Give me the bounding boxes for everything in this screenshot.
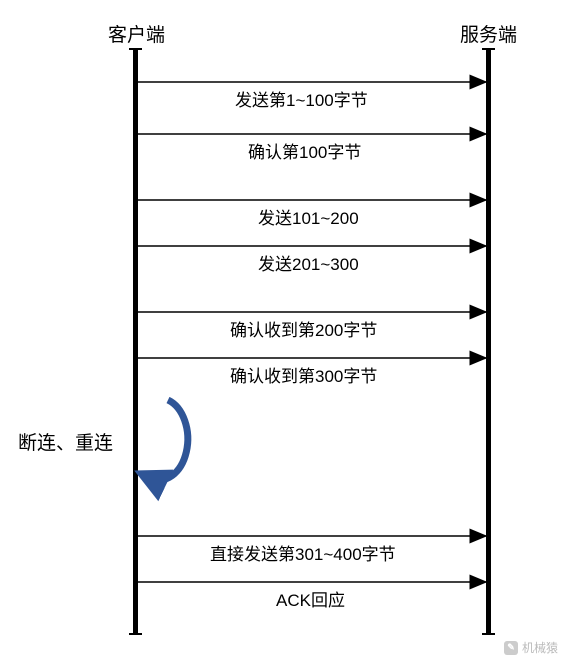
client-lifeline bbox=[133, 48, 138, 635]
msg-label-4: 发送201~300 bbox=[258, 250, 359, 275]
msg-label-6: 确认收到第300字节 bbox=[230, 362, 377, 387]
watermark-text: 机械猿 bbox=[522, 639, 558, 656]
server-header: 服务端 bbox=[460, 20, 517, 47]
msg-label-2: 确认第100字节 bbox=[248, 138, 361, 163]
reconnect-label: 断连、重连 bbox=[18, 428, 113, 455]
server-lifeline bbox=[486, 48, 491, 635]
watermark: ✎ 机械猿 bbox=[504, 639, 558, 656]
sequence-diagram: 客户端 服务端 发送第1~100字节 确认第100字节 发送101~200 发送… bbox=[0, 0, 570, 664]
msg-label-3: 发送101~200 bbox=[258, 204, 359, 229]
msg-label-1: 发送第1~100字节 bbox=[235, 86, 368, 111]
client-header: 客户端 bbox=[108, 20, 165, 47]
msg-label-7: 直接发送第301~400字节 bbox=[210, 540, 396, 565]
reconnect-arrow bbox=[150, 400, 188, 480]
msg-label-8: ACK回应 bbox=[276, 586, 345, 611]
msg-label-5: 确认收到第200字节 bbox=[230, 316, 377, 341]
watermark-icon: ✎ bbox=[504, 641, 518, 655]
